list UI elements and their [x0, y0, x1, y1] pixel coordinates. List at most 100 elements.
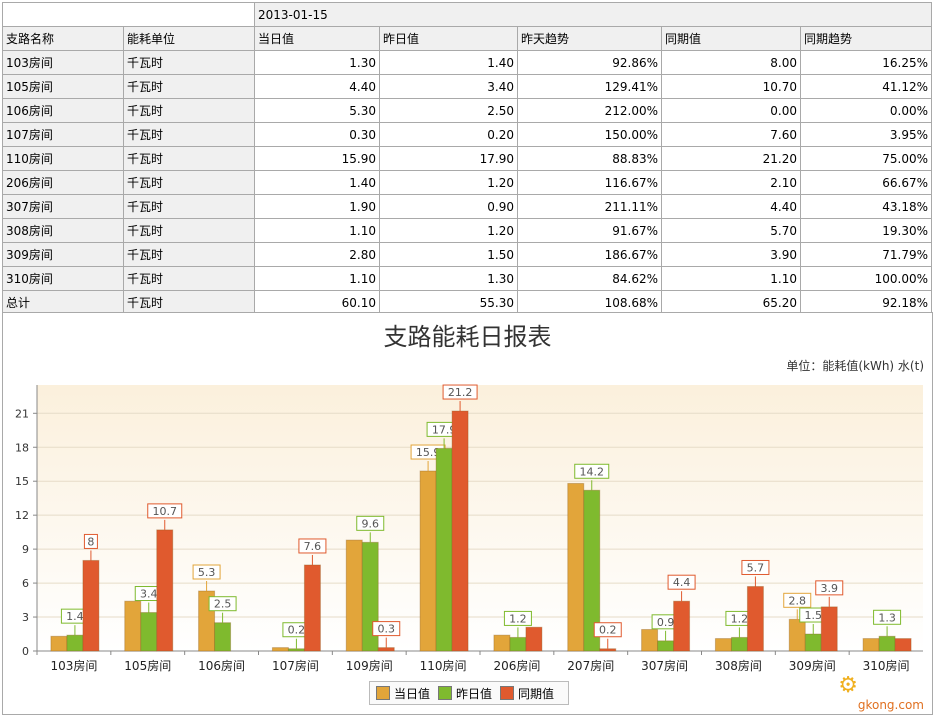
table-cell: 1.40 — [379, 50, 518, 75]
data-label: 1.2 — [731, 612, 749, 625]
table-cell: 总计 — [2, 290, 124, 315]
bar — [746, 585, 764, 652]
table-cell: 41.12% — [800, 74, 932, 99]
data-label: 1.2 — [509, 612, 527, 625]
bar — [66, 634, 84, 652]
table-cell: 21.20 — [661, 146, 801, 171]
legend-item: 昨日值 — [438, 685, 492, 702]
table-cell: 17.90 — [379, 146, 518, 171]
data-label: 4.4 — [673, 576, 691, 589]
y-tick-label: 0 — [22, 645, 29, 658]
table-cell: 116.67% — [517, 170, 662, 195]
data-label: 0.2 — [288, 624, 306, 637]
chart-panel: 支路能耗日报表 单位：能耗值(kWh) 水(t) 0 3 6 9 12 15 18 21 103… — [2, 312, 933, 715]
bar — [788, 618, 806, 652]
y-tick-label: 18 — [15, 441, 29, 454]
legend-item: 同期值 — [500, 685, 554, 702]
table-cell: 75.00% — [800, 146, 932, 171]
bar — [82, 559, 100, 652]
y-tick-label: 6 — [22, 577, 29, 590]
table-cell: 310房间 — [2, 266, 124, 291]
table-cell: 1.90 — [254, 194, 380, 219]
table-cell: 千瓦时 — [123, 290, 255, 315]
table-cell: 106房间 — [2, 98, 124, 123]
data-label: 1.4 — [66, 610, 84, 623]
unit-note: 单位：能耗值(kWh) 水(t) — [786, 359, 924, 373]
data-label: 1.5 — [805, 609, 823, 622]
table-cell: 千瓦时 — [123, 74, 255, 99]
table-cell: 186.67% — [517, 242, 662, 267]
x-tick-label: 106房间 — [198, 658, 245, 673]
bar — [641, 628, 659, 652]
table-cell: 千瓦时 — [123, 98, 255, 123]
table-cell: 3.40 — [379, 74, 518, 99]
legend-item: 当日值 — [376, 685, 430, 702]
table-cell: 1.50 — [379, 242, 518, 267]
bar — [820, 606, 838, 652]
table-cell: 3.90 — [661, 242, 801, 267]
table-cell: 71.79% — [800, 242, 932, 267]
table-cell: 107房间 — [2, 122, 124, 147]
table-cell: 2.80 — [254, 242, 380, 267]
y-tick-label: 15 — [15, 475, 29, 488]
legend-swatch — [500, 686, 515, 700]
data-label: 10.7 — [153, 505, 178, 518]
bar — [525, 626, 543, 652]
x-tick-label: 109房间 — [346, 658, 393, 673]
column-header: 同期值 — [661, 26, 801, 51]
column-header: 昨天趋势 — [517, 26, 662, 51]
table-row: 107房间 千瓦时 0.30 0.20 150.00% 7.60 3.95% — [2, 122, 932, 147]
table-cell: 0.00% — [800, 98, 932, 123]
watermark: gkong.com — [857, 698, 924, 712]
x-tick-label: 307房间 — [641, 658, 688, 673]
data-label-box — [741, 559, 770, 575]
table-row: 307房间 千瓦时 1.90 0.90 211.11% 4.40 43.18% — [2, 194, 932, 219]
table-cell: 84.62% — [517, 266, 662, 291]
table-cell: 92.18% — [800, 290, 932, 315]
table-cell: 212.00% — [517, 98, 662, 123]
table-row: 308房间 千瓦时 1.10 1.20 91.67% 5.70 19.30% — [2, 218, 932, 243]
table-cell: 4.40 — [254, 74, 380, 99]
data-label: 2.5 — [214, 598, 232, 611]
table-cell: 1.20 — [379, 218, 518, 243]
table-cell: 千瓦时 — [123, 50, 255, 75]
table-cell: 5.30 — [254, 98, 380, 123]
legend-swatch — [438, 686, 453, 700]
table-cell: 66.67% — [800, 170, 932, 195]
bar — [804, 633, 822, 652]
data-label-box — [147, 503, 183, 519]
data-label: 9.6 — [362, 517, 380, 530]
table-row: 106房间 千瓦时 5.30 2.50 212.00% 0.00 0.00% — [2, 98, 932, 123]
bar — [345, 539, 363, 652]
column-header: 能耗单位 — [123, 26, 255, 51]
table-cell: 千瓦时 — [123, 266, 255, 291]
bar — [567, 482, 585, 652]
table-cell: 2.10 — [661, 170, 801, 195]
y-tick-label: 21 — [15, 407, 29, 420]
bar — [377, 647, 395, 652]
y-tick-label: 9 — [22, 543, 29, 556]
table-row: 105房间 千瓦时 4.40 3.40 129.41% 10.70 41.12% — [2, 74, 932, 99]
bar — [419, 470, 437, 652]
bar — [435, 447, 453, 652]
data-label: 15.9 — [416, 446, 441, 459]
report-date: 2013-01-15 — [254, 2, 932, 27]
x-tick-label: 110房间 — [420, 658, 467, 673]
data-label-box — [503, 610, 532, 626]
table-cell: 92.86% — [517, 50, 662, 75]
data-label-box — [873, 609, 902, 625]
data-label: 0.9 — [657, 616, 675, 629]
x-tick-label: 207房间 — [567, 658, 614, 673]
table-cell: 108.68% — [517, 290, 662, 315]
table-cell: 55.30 — [379, 290, 518, 315]
table-cell: 0.30 — [254, 122, 380, 147]
data-label: 14.2 — [580, 465, 605, 478]
table-row: 103房间 千瓦时 1.30 1.40 92.86% 8.00 16.25% — [2, 50, 932, 75]
bar — [509, 636, 527, 652]
table-cell: 150.00% — [517, 122, 662, 147]
bar — [303, 564, 321, 652]
table-cell: 8.00 — [661, 50, 801, 75]
bar — [50, 635, 68, 652]
table-cell: 15.90 — [254, 146, 380, 171]
plot-area — [37, 385, 923, 651]
